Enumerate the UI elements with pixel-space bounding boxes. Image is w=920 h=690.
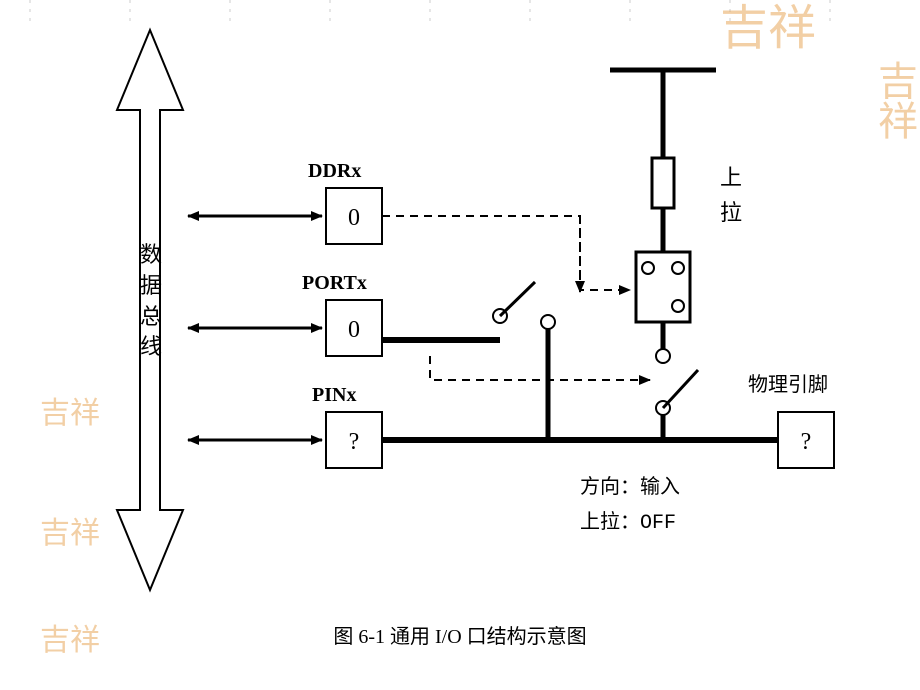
watermark-icon: 吉祥 <box>720 0 816 58</box>
watermark-icon: 吉祥 <box>40 615 100 659</box>
portx-control <box>430 356 650 380</box>
figure-caption: 图 6-1 通用 I/O 口结构示意图 <box>0 620 920 649</box>
pullup-label: 上 拉 <box>720 160 742 230</box>
series-switch <box>663 370 698 408</box>
ddrx-control-1 <box>382 216 580 292</box>
ddrx-control-2 <box>580 216 630 290</box>
portx-switch <box>500 282 535 316</box>
svg-text:0: 0 <box>348 205 360 231</box>
watermark-icon: 吉祥 <box>40 388 100 432</box>
physical-pin-label: 物理引脚 <box>748 368 828 397</box>
watermark-icon: 吉祥 <box>40 508 100 552</box>
direction-label: 方向：输入 <box>580 470 680 499</box>
pullup-resistor <box>652 158 674 208</box>
pinx-label: PINx <box>312 384 356 407</box>
watermark-icon: 吉祥 <box>865 60 920 140</box>
svg-text:?: ? <box>349 429 360 455</box>
data-bus-label: 数 据 总 线 <box>140 240 162 363</box>
io-diagram: 0 0 ? ? <box>0 0 920 690</box>
pullup-state-label: 上拉：OFF <box>580 505 676 535</box>
ddrx-label: DDRx <box>308 160 361 183</box>
svg-text:?: ? <box>801 429 812 455</box>
portx-label: PORTx <box>302 272 367 295</box>
svg-text:0: 0 <box>348 317 360 343</box>
